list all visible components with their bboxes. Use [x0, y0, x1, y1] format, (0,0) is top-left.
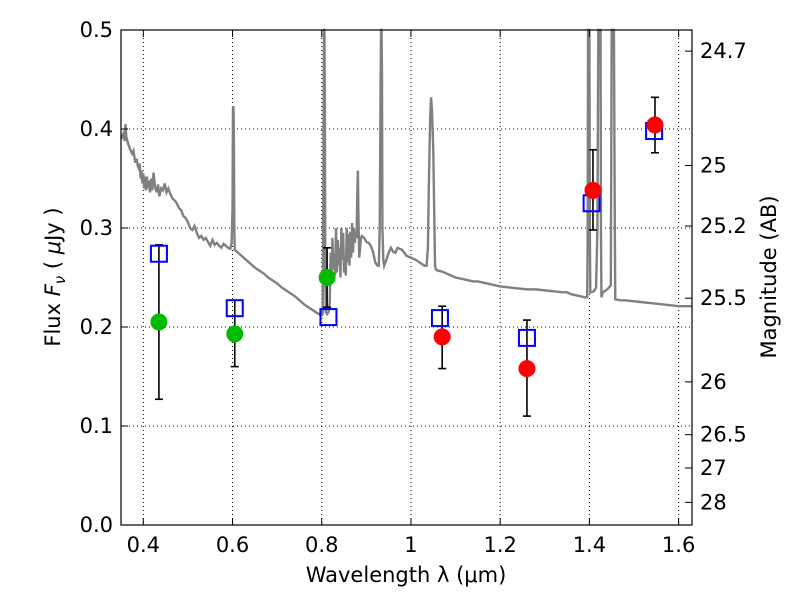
- observed-flux-point: [433, 328, 451, 346]
- x-tick-label: 1.2: [483, 533, 516, 557]
- x-tick-label: 1.4: [573, 533, 606, 557]
- y-tick-label: 0.2: [80, 315, 113, 339]
- plot-contents: [119, 28, 692, 417]
- y2-tick-label: 25: [700, 154, 727, 178]
- tick-layer: 0.4 0.6 0.8 1 1.2 1.4 1.6 0.0 0.1 0.2 0.3 0.4 0.5 24.…: [80, 18, 747, 557]
- model-flux-square: [149, 244, 168, 263]
- x-tick-label: 1: [404, 533, 417, 557]
- x-tick-label: 0.4: [127, 533, 160, 557]
- observed-flux-point: [150, 313, 168, 331]
- y-axis-label-post: (: [41, 254, 65, 276]
- plot-area: [121, 30, 692, 525]
- y-axis-label: Flux Fν ( μJy ): [41, 207, 69, 346]
- model-spectrum-line: [119, 28, 692, 317]
- y-tick-label: 0.4: [80, 117, 113, 141]
- model-flux-square: [430, 309, 449, 328]
- observed-flux-point: [226, 325, 244, 343]
- observed-flux-point: [518, 360, 536, 378]
- y-axis-label-mu: μ: [41, 241, 65, 255]
- y2-tick-label: 28: [700, 490, 727, 514]
- y-axis-label-unit: Jy ): [41, 207, 65, 243]
- x-tick-label: 0.6: [216, 533, 249, 557]
- grid-layer: [121, 30, 692, 525]
- plot-frame: [120, 29, 693, 526]
- y2-tick-label: 27: [700, 456, 727, 480]
- y-axis-label-pre: Flux: [41, 296, 65, 346]
- y-tick-label: 0.1: [80, 414, 113, 438]
- model-flux-square: [517, 328, 536, 347]
- observed-flux-point: [646, 116, 664, 134]
- y2-tick-label: 26.5: [700, 423, 747, 447]
- observed-flux-point: [584, 181, 602, 199]
- y2-tick-label: 24.7: [700, 39, 747, 63]
- y2-tick-label: 25.2: [700, 214, 747, 238]
- x-axis-label: Wavelength λ (μm): [306, 563, 507, 587]
- y2-tick-label: 25.5: [700, 286, 747, 310]
- y-tick-label: 0.0: [80, 513, 113, 537]
- y-tick-label: 0.5: [80, 18, 113, 42]
- x-tick-label: 1.6: [662, 533, 695, 557]
- y-axis-label-subscript: ν: [51, 276, 69, 284]
- y2-axis-label: Magnitude (AB): [757, 195, 781, 358]
- y-axis-label-symbol: F: [41, 283, 65, 296]
- marker-layer: [149, 116, 664, 378]
- model-flux-square: [225, 299, 244, 318]
- x-tick-label: 0.8: [305, 533, 338, 557]
- y-tick-label: 0.3: [80, 216, 113, 240]
- model-flux-square: [319, 308, 338, 327]
- y2-tick-label: 26: [700, 370, 727, 394]
- observed-flux-point: [318, 269, 336, 286]
